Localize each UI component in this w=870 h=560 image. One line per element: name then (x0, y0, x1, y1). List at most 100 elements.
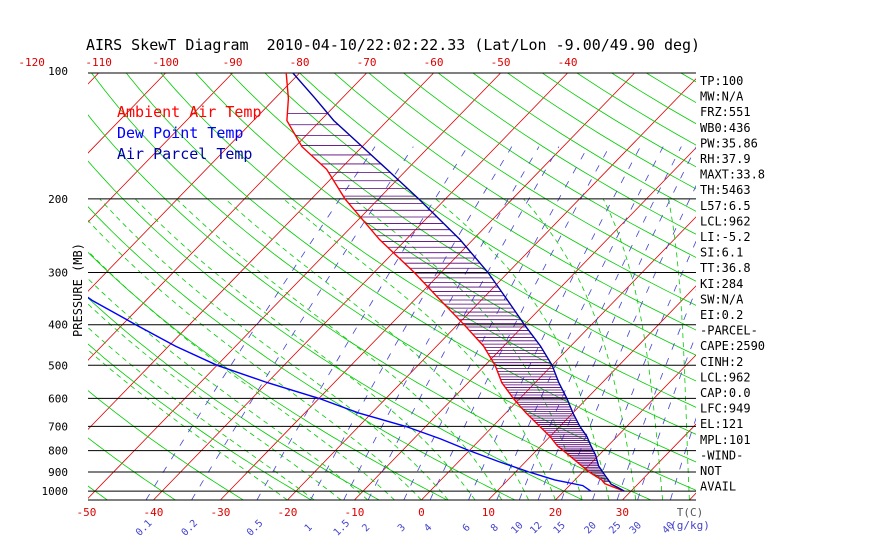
isotherm-line (88, 73, 233, 223)
top-temperature-tick: -100 (152, 56, 179, 69)
moist-adiabat-line (176, 198, 503, 500)
index-value: KI:284 (700, 277, 743, 291)
dry-adiabat-line (195, 73, 696, 408)
dry-adiabat-line (88, 343, 312, 500)
index-value: TH:5463 (700, 183, 751, 197)
index-value: -PARCEL- (700, 324, 758, 338)
axis-labels: 1002003004005006007008009001000PRESSURE … (18, 56, 710, 539)
moist-adiabat-line (283, 198, 556, 500)
mixing-ratio-unit-label: (g/kg) (670, 519, 710, 532)
index-value: -WIND- (700, 448, 743, 462)
index-value: WB0:436 (700, 121, 751, 135)
index-value: MPL:101 (700, 433, 751, 447)
mixing-ratio-tick: 10 (509, 520, 525, 536)
mixing-ratio-line (561, 184, 696, 500)
index-value: L57:6.5 (700, 199, 751, 213)
moist-adiabat-line (435, 198, 610, 500)
mixing-ratio-line (145, 146, 376, 500)
isotherm-line (88, 73, 501, 499)
top-temperature-tick: -40 (558, 56, 578, 69)
index-value: SI:6.1 (700, 246, 743, 260)
index-value: TP:100 (700, 74, 743, 88)
mixing-ratio-tick: 6 (461, 522, 473, 534)
moist-adiabat-line (224, 198, 529, 500)
dry-adiabat-line (88, 485, 108, 500)
dry-adiabat-line (91, 73, 696, 491)
moist-adiabat-line (668, 198, 690, 500)
pressure-tick-label: 500 (48, 359, 68, 372)
dry-adiabat-line (438, 73, 696, 235)
moist-adiabat-line (99, 198, 449, 500)
moist-adiabat-line (88, 250, 395, 500)
bottom-temperature-tick: -40 (143, 506, 163, 519)
mixing-ratio-tick: 4 (422, 522, 434, 534)
isotherm-line (756, 73, 870, 500)
mixing-ratio-tick: 1 (303, 522, 315, 534)
top-temperature-tick: -70 (357, 56, 377, 69)
index-value: LI:-5.2 (700, 230, 751, 244)
mixing-ratio-tick: 0.1 (134, 518, 155, 539)
index-value: AVAIL (700, 480, 736, 494)
bottom-temperature-tick: 0 (418, 506, 425, 519)
pressure-tick-label: 900 (48, 466, 68, 479)
moist-adiabat-line (353, 198, 583, 500)
dew-point-temp-line (88, 296, 592, 492)
air-parcel-temp-line (292, 73, 625, 492)
mixing-ratio-tick: 25 (607, 520, 623, 536)
dry-adiabat-line (646, 73, 696, 104)
ambient-air-temp-line (285, 73, 625, 492)
dry-adiabat-line (229, 73, 696, 382)
mixing-ratio-tick: 30 (628, 520, 644, 536)
mixing-ratio-line (537, 146, 696, 500)
dry-adiabat-line (88, 114, 652, 500)
dry-adiabat-line (785, 73, 870, 500)
pressure-tick-label: 400 (48, 319, 68, 332)
isotherm-line (88, 73, 166, 154)
dry-adiabat-line (88, 160, 584, 500)
moist-adiabat-line (88, 278, 369, 500)
mixing-ratio-tick: 0.2 (180, 518, 201, 539)
chart-title: AIRS SkewT Diagram 2010-04-10/22:02:22.3… (86, 36, 701, 54)
index-value: MW:N/A (700, 90, 744, 104)
legend-entry: Air Parcel Temp (117, 145, 252, 163)
pressure-tick-label: 700 (48, 420, 68, 433)
index-value: EL:121 (700, 417, 743, 431)
index-value: MAXT:33.8 (700, 168, 765, 182)
dry-adiabat-line (160, 73, 696, 435)
mixing-ratio-tick: 3 (396, 522, 408, 534)
top-temperature-tick: -90 (223, 56, 243, 69)
dry-adiabat-line (88, 251, 448, 500)
moist-adiabat-line (134, 198, 476, 500)
pressure-tick-label: 200 (48, 193, 68, 206)
moist-adiabat-line (88, 219, 422, 500)
bottom-temperature-tick: -30 (210, 506, 230, 519)
dry-adiabat-line (88, 437, 176, 500)
bottom-temperature-tick: 30 (616, 506, 629, 519)
moist-adiabat-line (602, 198, 663, 500)
bottom-temperature-tick: 10 (482, 506, 495, 519)
pressure-tick-label: 300 (48, 267, 68, 280)
isotherm-line (622, 423, 696, 500)
profile-series (88, 73, 625, 492)
mixing-ratio-tick: 15 (552, 520, 568, 536)
isotherm-line (421, 216, 696, 500)
isotherm-line (88, 73, 367, 361)
index-value: CINH:2 (700, 355, 743, 369)
legend-entry: Ambient Air Temp (117, 103, 262, 121)
moist-adiabat-line (523, 198, 637, 500)
mixing-ratio-tick: 12 (528, 520, 544, 536)
index-value: CAP:0.0 (700, 386, 751, 400)
legend: Ambient Air Temp Dew Point Temp Air Parcel… (117, 103, 262, 163)
isobars (88, 72, 696, 501)
dry-adiabat-line (264, 73, 696, 356)
index-value: NOT (700, 464, 722, 478)
mixing-ratio-tick: 0.5 (245, 518, 266, 539)
top-temperature-tick: -50 (491, 56, 511, 69)
index-value: PW:35.86 (700, 136, 758, 150)
dry-adiabat-line (854, 73, 870, 500)
mixing-ratio-tick: 2 (360, 522, 372, 534)
moist-adiabat-line (88, 327, 315, 500)
dry-adiabat-line (125, 73, 696, 463)
